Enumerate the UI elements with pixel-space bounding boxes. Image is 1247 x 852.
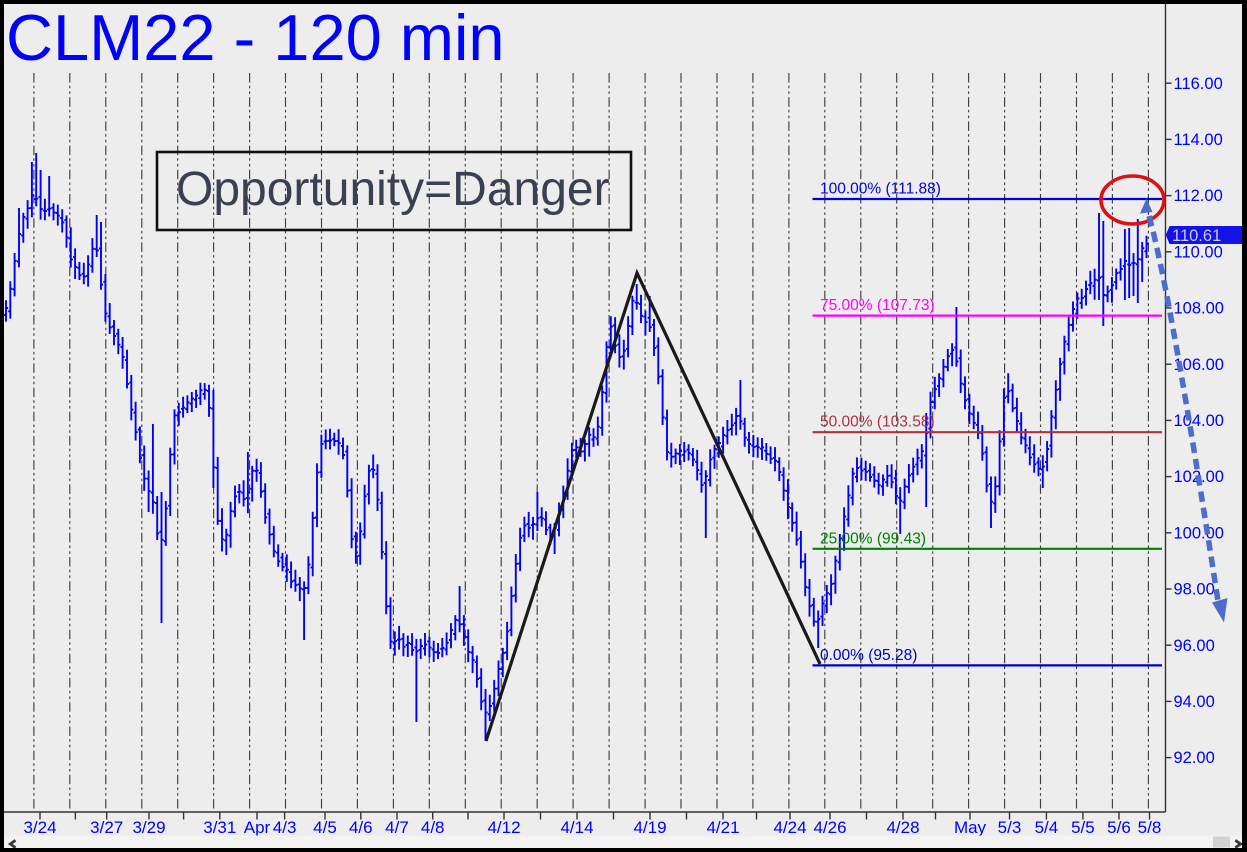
svg-text:5/5: 5/5 [1071, 818, 1095, 837]
svg-text:114.00: 114.00 [1174, 131, 1223, 149]
svg-text:4/7: 4/7 [385, 818, 409, 837]
svg-text:4/8: 4/8 [421, 818, 445, 837]
svg-text:4/21: 4/21 [706, 818, 739, 837]
svg-text:96.00: 96.00 [1174, 637, 1215, 655]
svg-text:CLM22 - 120 min: CLM22 - 120 min [6, 1, 505, 74]
svg-text:5/8: 5/8 [1138, 818, 1162, 837]
svg-text:100.00: 100.00 [1174, 524, 1224, 542]
svg-text:4/19: 4/19 [633, 818, 666, 837]
svg-text:4/24: 4/24 [773, 818, 806, 837]
svg-text:5/4: 5/4 [1035, 818, 1059, 837]
svg-text:98.00: 98.00 [1174, 581, 1215, 599]
svg-text:4/26: 4/26 [813, 818, 846, 837]
svg-text:3/24: 3/24 [23, 818, 56, 837]
svg-text:25.00% (99.43): 25.00% (99.43) [820, 530, 926, 547]
svg-text:4/5: 4/5 [313, 818, 337, 837]
svg-text:4/12: 4/12 [487, 818, 520, 837]
svg-text:106.00: 106.00 [1174, 356, 1224, 374]
svg-text:116.00: 116.00 [1174, 75, 1223, 93]
svg-text:75.00% (107.73): 75.00% (107.73) [820, 297, 935, 314]
svg-text:3/29: 3/29 [132, 818, 165, 837]
svg-text:Apr: Apr [244, 818, 271, 837]
svg-text:92.00: 92.00 [1174, 749, 1215, 767]
svg-text:May: May [954, 818, 987, 837]
svg-text:4/14: 4/14 [560, 818, 593, 837]
svg-text:4/28: 4/28 [886, 818, 919, 837]
svg-text:94.00: 94.00 [1174, 693, 1215, 711]
svg-text:0.00% (95.28): 0.00% (95.28) [820, 647, 917, 664]
svg-text:112.00: 112.00 [1174, 187, 1223, 205]
svg-text:4/6: 4/6 [349, 818, 373, 837]
svg-text:Opportunity=Danger: Opportunity=Danger [176, 163, 610, 216]
svg-text:104.00: 104.00 [1174, 412, 1224, 430]
svg-text:100.00% (111.88): 100.00% (111.88) [820, 181, 941, 198]
svg-text:3/27: 3/27 [90, 818, 123, 837]
svg-text:5/3: 5/3 [998, 818, 1022, 837]
svg-text:4/3: 4/3 [273, 818, 297, 837]
svg-text:110.00: 110.00 [1174, 243, 1223, 261]
svg-text:108.00: 108.00 [1174, 300, 1224, 318]
svg-text:3/31: 3/31 [203, 818, 236, 837]
svg-text:110.61: 110.61 [1172, 227, 1221, 245]
svg-text:5/6: 5/6 [1107, 818, 1131, 837]
svg-text:50.00% (103.58): 50.00% (103.58) [820, 414, 935, 431]
